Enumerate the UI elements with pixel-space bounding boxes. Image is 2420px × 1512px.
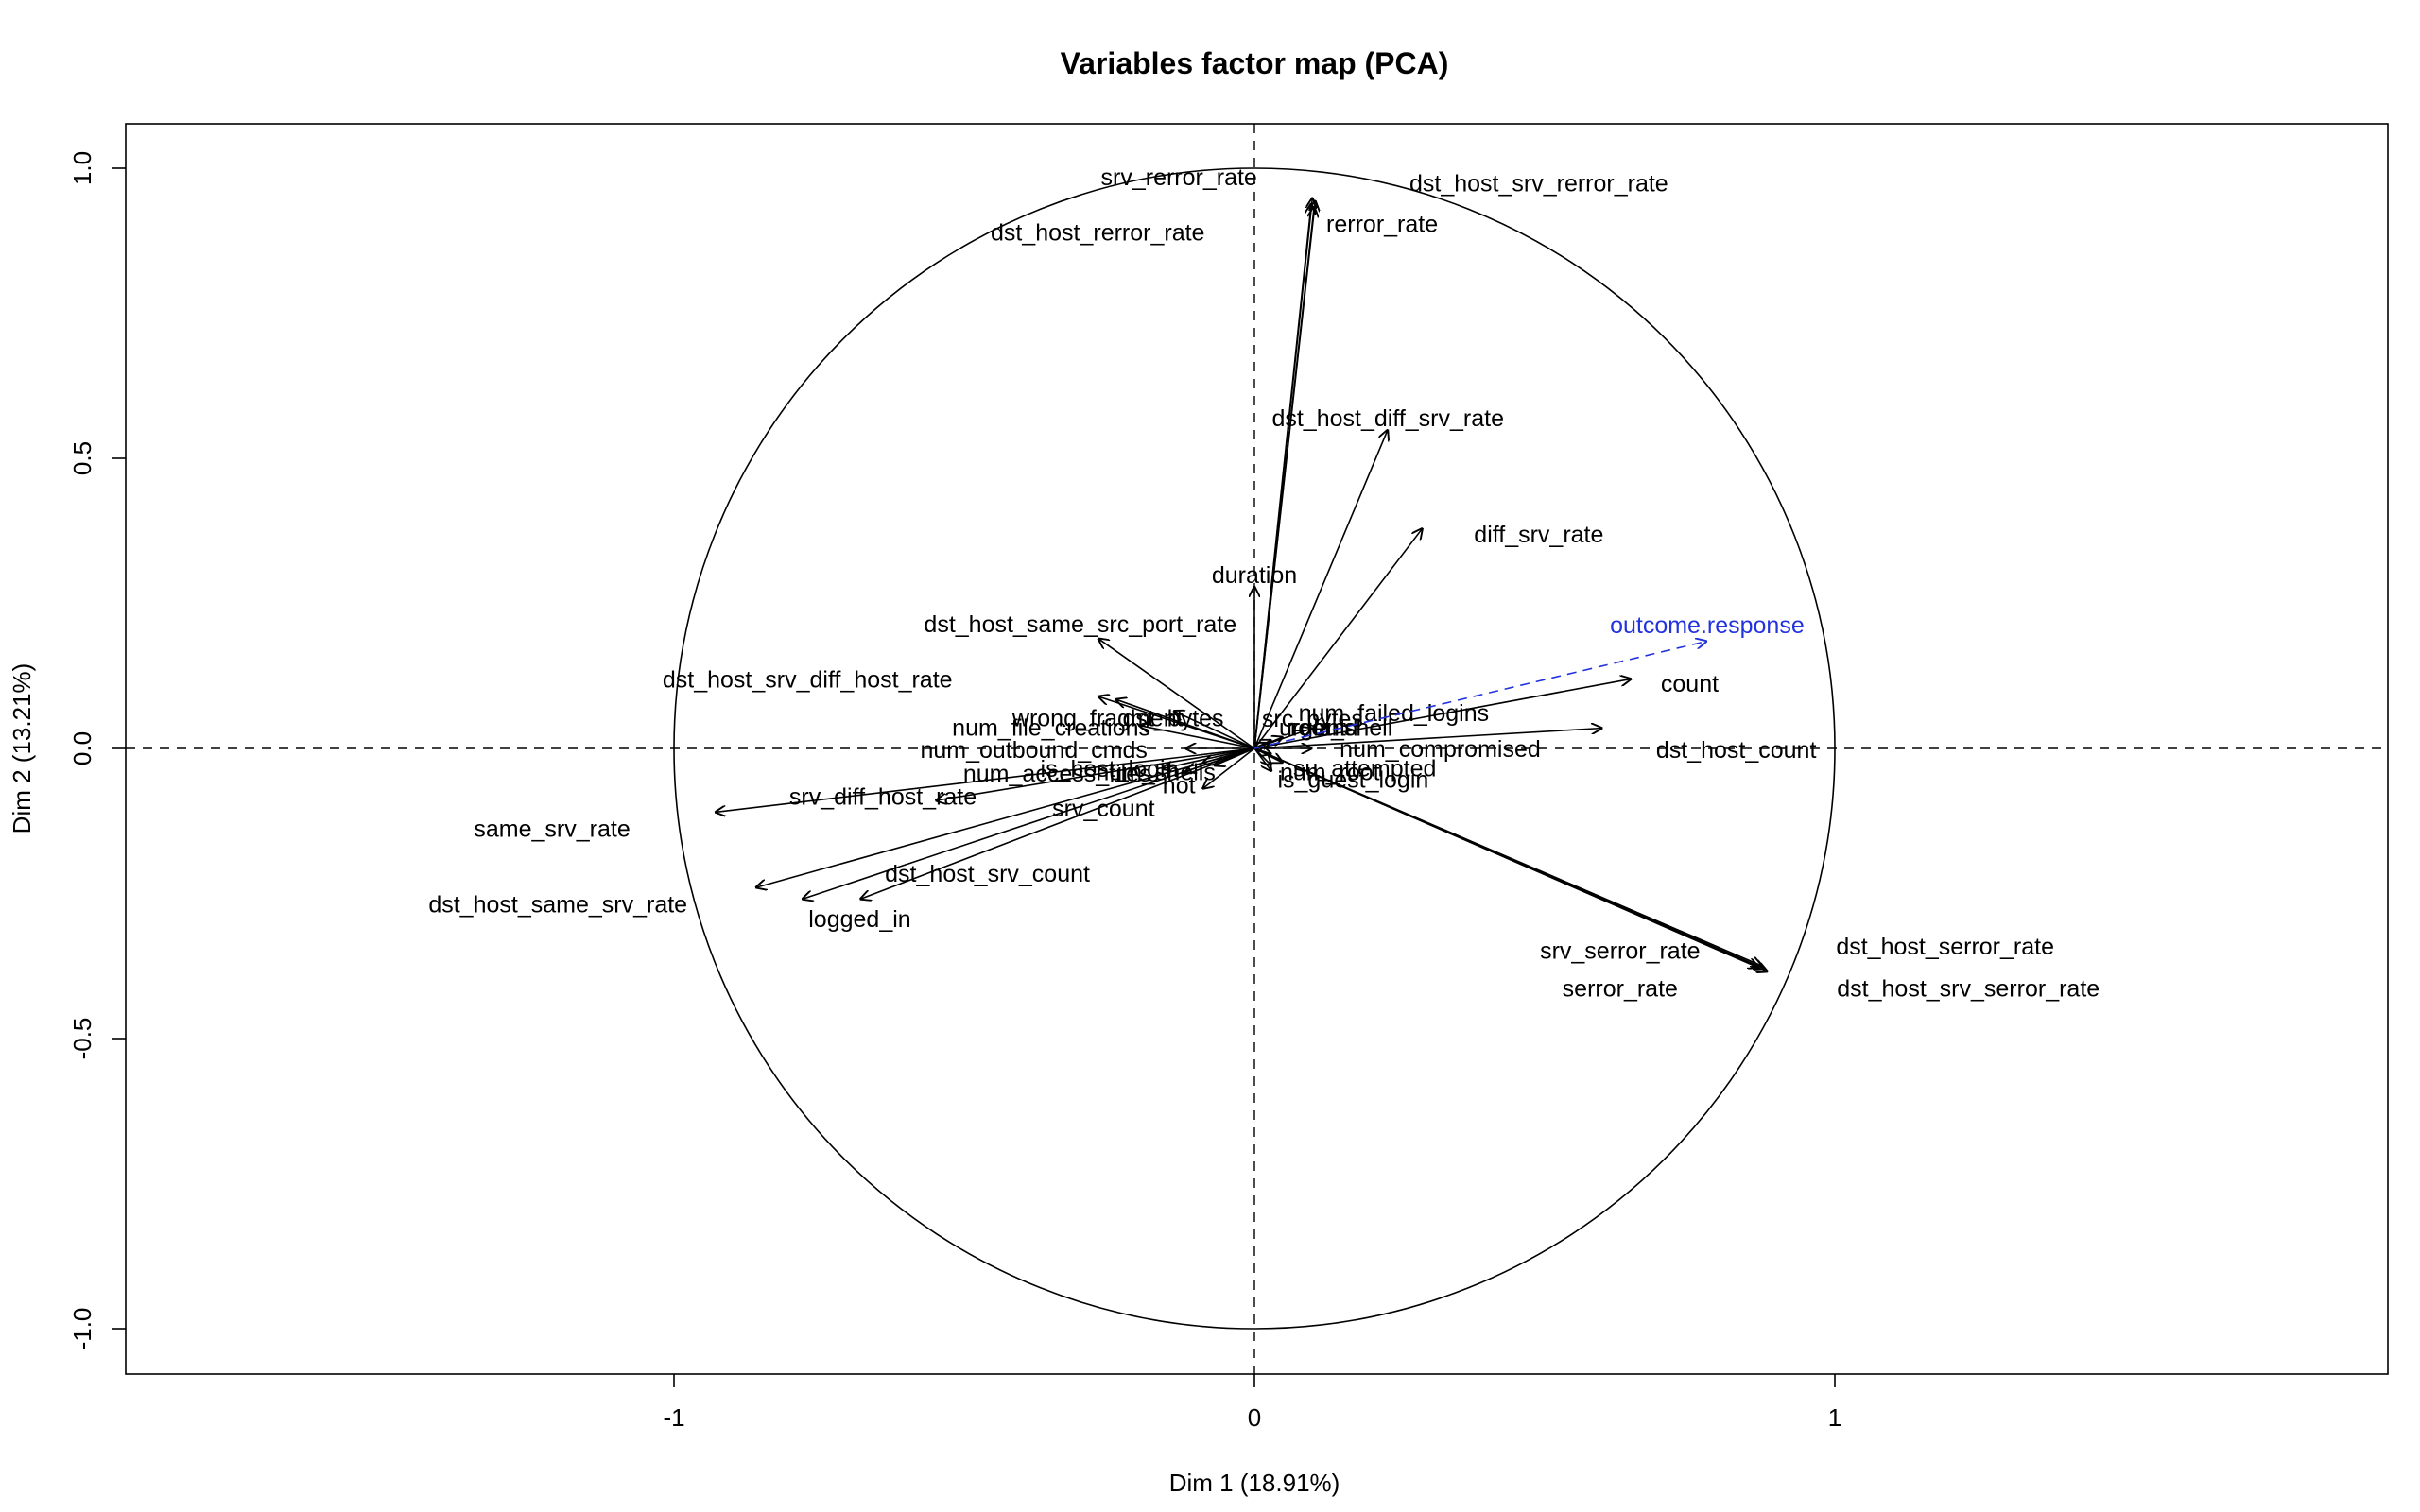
label-diff-srv-rate: diff_srv_rate [1474,522,1603,548]
label-dst-host-srv-rerror-rate: dst_host_srv_rerror_rate [1409,170,1668,197]
label-num-access-files: num_access_files [963,761,1151,787]
label-srv-count: srv_count [1052,796,1154,822]
y-tick-label: 1.0 [68,151,96,185]
label-num-root: num_root [1280,760,1380,786]
arrow-num-file-creations [1138,725,1255,749]
arrow-hot [1202,747,1255,789]
label-dst-host-serror-rate: dst_host_serror_rate [1836,934,2054,960]
label-dst-host-srv-diff-host-rate: dst_host_srv_diff_host_rate [663,666,953,693]
y-tick-label: 0.5 [68,441,96,475]
arrow-dst-host-same-srv-rate [802,747,1255,900]
label-supplementary-outcome-response: outcome.response [1610,612,1805,639]
label-srv-diff-host-rate: srv_diff_host_rate [789,783,977,810]
label-dst-host-srv-count: dst_host_srv_count [885,861,1090,887]
label-logged-in: logged_in [808,906,910,933]
label-dst-host-srv-serror-rate: dst_host_srv_serror_rate [1837,976,2100,1003]
arrow-dst-host-diff-srv-rate [1253,429,1388,749]
label-num-outbound-cmds: num_outbound_cmds [920,737,1147,764]
arrow-is-host-login [1202,747,1255,763]
label-dst-host-same-srv-rate: dst_host_same_srv_rate [428,892,687,919]
label-rerror-rate: rerror_rate [1326,211,1438,237]
arrow-dst-host-same-src-port-rate [1098,638,1255,749]
label-dst-host-count: dst_host_count [1656,737,1817,764]
x-tick-label: 0 [1248,1403,1261,1432]
y-tick-label: -0.5 [68,1018,96,1060]
label-dst-host-diff-srv-rate: dst_host_diff_srv_rate [1271,405,1504,432]
label-src-bytes: src_bytes [1262,706,1363,732]
label-same-srv-rate: same_srv_rate [474,816,630,843]
label-serror-rate: serror_rate [1563,976,1678,1003]
label-num-compromised: num_compromised [1340,736,1541,763]
chart-title: Variables factor map (PCA) [1061,46,1449,80]
label-urgent: urgent [1279,714,1346,741]
arrow-is-guest-login [1253,747,1271,772]
x-axis-label: Dim 1 (18.91%) [1169,1469,1340,1497]
label-is-host-login: is_host_login [1041,756,1179,782]
label-is-guest-login: is_guest_login [1277,767,1428,794]
x-tick-label: -1 [663,1403,684,1432]
y-tick-label: -1.0 [68,1308,96,1350]
label-duration: duration [1212,562,1297,589]
arrow-supplementary-outcome-response [1253,641,1707,749]
label-num-shells: num_shells [1096,760,1215,786]
y-axis-label: Dim 2 (13.21%) [8,663,36,834]
arrow-rerror-rate [1253,206,1314,749]
arrow-serror-rate [1253,747,1759,968]
label-num-failed-logins: num_failed_logins [1299,700,1490,727]
label-dst-host-same-src-port-rate: dst_host_same_src_port_rate [924,611,1236,638]
label-srv-serror-rate: srv_serror_rate [1540,938,1701,965]
label-su-attempted: su_attempted [1293,755,1437,782]
plot-area: srv_rerror_rate dst_host_srv_rerror_rated… [126,124,2388,1374]
label-hot: hot [1163,773,1196,799]
arrow-wrong-fragment [1115,699,1255,749]
label-land: land [1313,714,1357,741]
label-count: count [1661,671,1719,697]
label-num-file-creations: num_file_creations [952,714,1150,741]
x-tick-label: 1 [1828,1403,1841,1432]
arrow-dst-bytes [1173,711,1255,749]
label-srv-rerror-rate: srv_rerror_rate [1101,164,1257,191]
label-dst-host-rerror-rate: dst_host_rerror_rate [991,220,1205,247]
y-tick-label: 0.0 [68,731,96,765]
arrow-count [1253,679,1632,749]
label-wrong-fragment: wrong_fragment [1011,705,1184,731]
arrow-diff-srv-rate [1253,528,1423,749]
arrow-num-shells [1214,747,1255,765]
arrow-srv-diff-host-rate [715,747,1255,813]
label-dst-bytes: dst_bytes [1123,705,1224,731]
